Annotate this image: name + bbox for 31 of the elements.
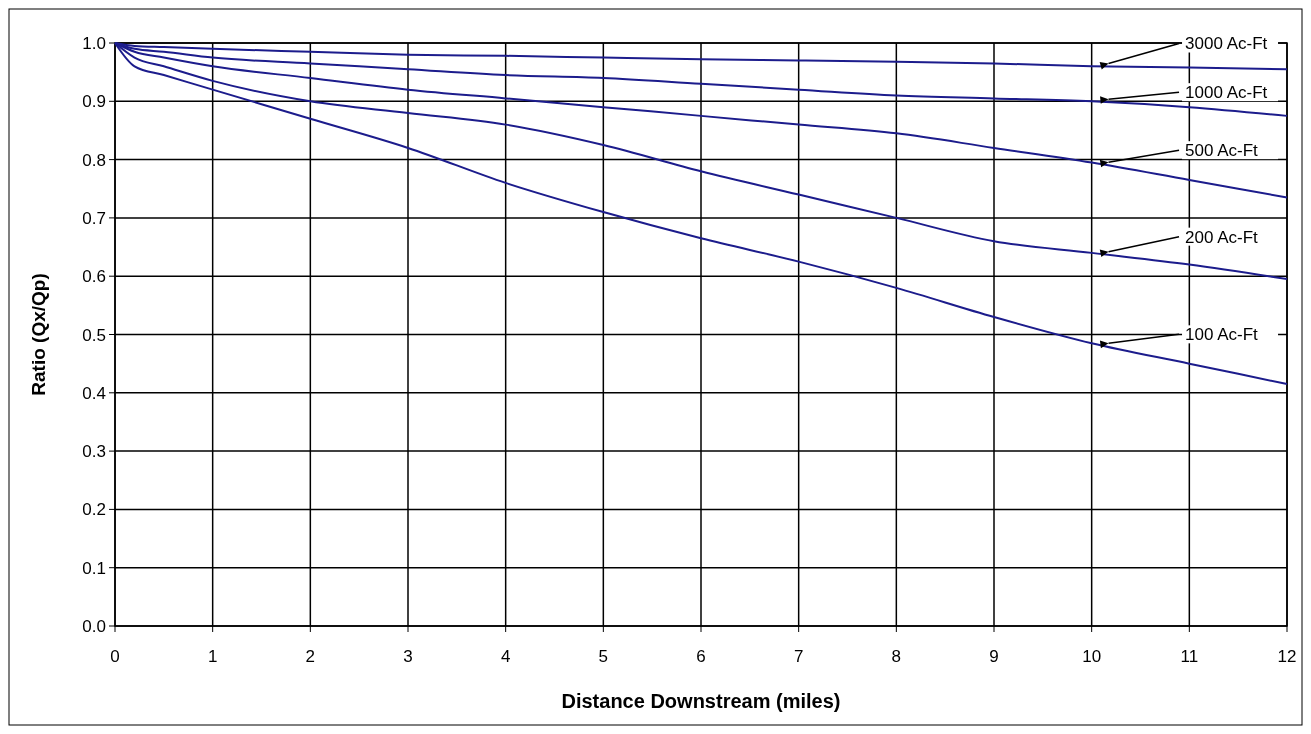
y-axis-title: Ratio (Qx/Qp) [28,273,49,396]
series-label: 200 Ac-Ft [1185,227,1259,247]
series-label: 100 Ac-Ft [1185,325,1259,345]
series-label: 3000 Ac-Ft [1185,34,1268,54]
y-tick-label: 0.3 [82,442,106,462]
y-tick-label: 0.8 [82,150,106,170]
x-tick-label: 5 [598,647,609,666]
y-tick-label: 0.5 [82,325,106,345]
x-axis-title: Distance Downstream (miles) [561,690,841,712]
x-tick-label: 8 [891,647,902,666]
y-tick-label: 1.0 [82,34,106,53]
x-tick-label: 0 [110,647,120,666]
x-tick-label: 6 [696,647,706,666]
x-tick-label: 7 [793,647,804,666]
y-tick-label: 0.7 [82,208,106,228]
y-tick-label: 0.1 [82,558,106,578]
x-tick-label: 4 [500,647,511,666]
series-label: 1000 Ac-Ft [1185,83,1268,103]
y-tick-label: 0.4 [82,383,106,403]
x-tick-label: 2 [305,647,316,666]
x-tick-label: 10 [1082,647,1102,666]
x-tick-label: 11 [1180,647,1199,666]
y-tick-label: 0.2 [82,500,106,520]
y-tick-label: 0.9 [82,92,106,112]
y-tick-label: 0.0 [82,617,106,636]
x-tick-label: 12 [1277,647,1297,666]
x-tick-label: 3 [403,647,413,666]
series-label: 500 Ac-Ft [1185,141,1259,161]
x-tick-label: 1 [207,647,218,666]
y-tick-label: 0.6 [82,267,106,287]
x-tick-label: 9 [989,647,999,666]
